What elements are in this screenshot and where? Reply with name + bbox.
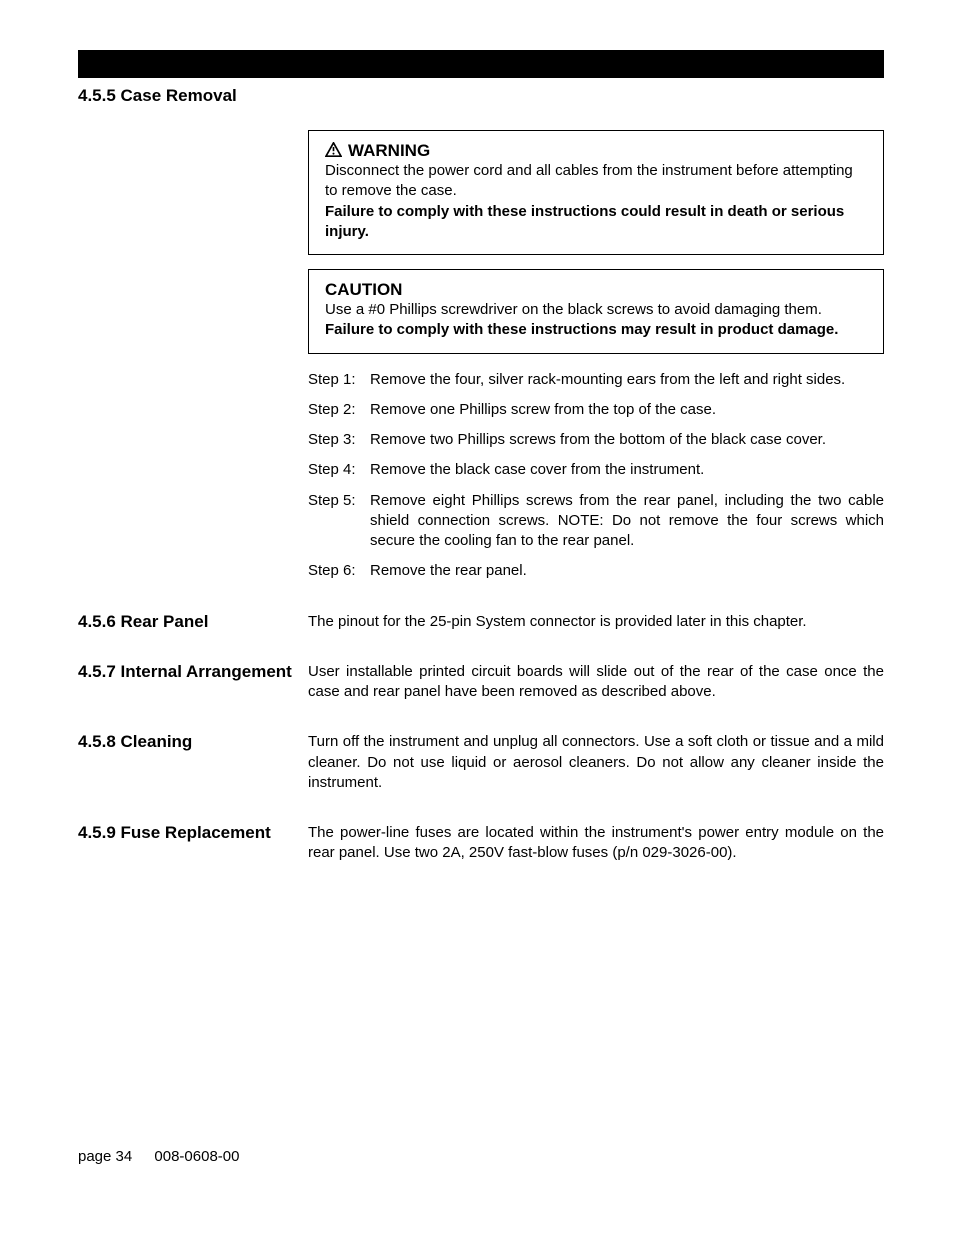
caution-bold: Failure to comply with these instruction… [325, 320, 867, 340]
step-row: Step 4: Remove the black case cover from… [308, 460, 884, 480]
body-fuse-replacement: The power-line fuses are located within … [308, 823, 884, 864]
body-rear-panel: The pinout for the 25-pin System connect… [308, 612, 884, 632]
document-number: 008-0608-00 [154, 1148, 239, 1165]
step-label: Step 2: [308, 400, 370, 420]
step-text: Remove one Phillips screw from the top o… [370, 400, 884, 420]
footer: page 34 008-0608-00 [78, 1148, 239, 1165]
step-label: Step 1: [308, 370, 370, 390]
step-label: Step 6: [308, 561, 370, 581]
warning-bold: Failure to comply with these instruction… [325, 202, 867, 243]
page-number: page 34 [78, 1148, 132, 1165]
heading-cleaning: 4.5.8 Cleaning [78, 732, 308, 793]
heading-case-removal: 4.5.5 Case Removal [78, 86, 884, 106]
warning-box: WARNING Disconnect the power cord and al… [308, 130, 884, 255]
step-label: Step 3: [308, 430, 370, 450]
heading-fuse-replacement: 4.5.9 Fuse Replacement [78, 823, 308, 864]
step-text: Remove two Phillips screws from the bott… [370, 430, 884, 450]
step-text: Remove the rear panel. [370, 561, 884, 581]
step-text: Remove the black case cover from the ins… [370, 460, 884, 480]
header-bar [78, 50, 884, 78]
step-text: Remove eight Phillips screws from the re… [370, 491, 884, 552]
caution-title: CAUTION [325, 280, 867, 300]
step-text: Remove the four, silver rack-mounting ea… [370, 370, 884, 390]
caution-body: Use a #0 Phillips screwdriver on the bla… [325, 300, 867, 320]
caution-box: CAUTION Use a #0 Phillips screwdriver on… [308, 269, 884, 354]
step-label: Step 5: [308, 491, 370, 552]
step-row: Step 5: Remove eight Phillips screws fro… [308, 491, 884, 552]
warning-body: Disconnect the power cord and all cables… [325, 161, 867, 202]
step-row: Step 1: Remove the four, silver rack-mou… [308, 370, 884, 390]
body-cleaning: Turn off the instrument and unplug all c… [308, 732, 884, 793]
heading-internal-arrangement: 4.5.7 Internal Arrangement [78, 662, 308, 703]
warning-icon [325, 142, 342, 161]
step-row: Step 6: Remove the rear panel. [308, 561, 884, 581]
step-label: Step 4: [308, 460, 370, 480]
step-row: Step 2: Remove one Phillips screw from t… [308, 400, 884, 420]
step-row: Step 3: Remove two Phillips screws from … [308, 430, 884, 450]
steps-list: Step 1: Remove the four, silver rack-mou… [308, 370, 884, 582]
warning-title: WARNING [348, 141, 430, 161]
heading-rear-panel: 4.5.6 Rear Panel [78, 612, 308, 632]
body-internal-arrangement: User installable printed circuit boards … [308, 662, 884, 703]
